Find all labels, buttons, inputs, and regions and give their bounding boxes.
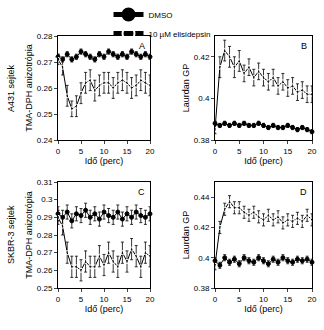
svg-text:10: 10	[100, 147, 109, 156]
svg-text:0: 0	[56, 295, 61, 304]
svg-text:20: 20	[308, 147, 317, 156]
svg-text:Laurdan GP: Laurdan GP	[181, 211, 191, 260]
svg-text:Idő (perc): Idő (perc)	[244, 304, 283, 314]
svg-text:B: B	[301, 41, 307, 51]
svg-text:D: D	[300, 187, 307, 197]
svg-text:0.28: 0.28	[37, 231, 53, 240]
svg-text:0.25: 0.25	[37, 110, 53, 119]
svg-text:0: 0	[56, 147, 61, 156]
svg-text:TMA-DPH anizotrópia: TMA-DPH anizotrópia	[24, 191, 34, 279]
svg-text:0.4: 0.4	[198, 254, 210, 263]
svg-text:Idő (perc): Idő (perc)	[85, 304, 124, 314]
svg-text:0.29: 0.29	[37, 213, 53, 222]
svg-text:0: 0	[213, 147, 218, 156]
svg-text:0.28: 0.28	[37, 32, 53, 41]
svg-text:0.31: 0.31	[37, 178, 53, 187]
svg-text:TMA-DPH anizotrópia: TMA-DPH anizotrópia	[24, 44, 34, 132]
svg-text:5: 5	[237, 295, 242, 304]
svg-text:5: 5	[79, 147, 84, 156]
svg-text:10: 10	[259, 295, 268, 304]
svg-text:C: C	[138, 187, 145, 197]
svg-text:Idő (perc): Idő (perc)	[85, 156, 124, 166]
svg-text:Laurdan GP: Laurdan GP	[181, 64, 191, 113]
svg-text:0.26: 0.26	[37, 266, 53, 275]
svg-text:5: 5	[79, 295, 84, 304]
svg-text:0.3: 0.3	[41, 195, 53, 204]
svg-text:DMSO: DMSO	[149, 11, 173, 20]
svg-text:A: A	[139, 41, 145, 51]
svg-text:20: 20	[308, 295, 317, 304]
svg-text:0.24: 0.24	[37, 136, 53, 145]
svg-text:0.44: 0.44	[194, 193, 210, 202]
svg-text:0.25: 0.25	[37, 284, 53, 293]
svg-text:10: 10	[100, 295, 109, 304]
svg-text:0.4: 0.4	[198, 94, 210, 103]
svg-text:0: 0	[213, 295, 218, 304]
svg-text:Idő (perc): Idő (perc)	[244, 156, 283, 166]
svg-text:0.26: 0.26	[37, 84, 53, 93]
svg-text:15: 15	[123, 295, 132, 304]
svg-text:10 µM elisidepsin: 10 µM elisidepsin	[149, 30, 211, 39]
svg-text:15: 15	[283, 295, 292, 304]
svg-text:5: 5	[237, 147, 242, 156]
svg-text:0.38: 0.38	[194, 136, 210, 145]
svg-text:A431 sejtek: A431 sejtek	[6, 64, 16, 112]
svg-text:SKBR-3 sejtek: SKBR-3 sejtek	[6, 205, 16, 264]
svg-text:10: 10	[259, 147, 268, 156]
svg-text:0.42: 0.42	[194, 223, 210, 232]
svg-text:0.27: 0.27	[37, 58, 53, 67]
svg-text:0.42: 0.42	[194, 53, 210, 62]
svg-text:0.38: 0.38	[194, 284, 210, 293]
svg-text:20: 20	[146, 295, 155, 304]
svg-text:20: 20	[146, 147, 155, 156]
svg-text:15: 15	[283, 147, 292, 156]
svg-text:0.27: 0.27	[37, 248, 53, 257]
svg-text:15: 15	[123, 147, 132, 156]
